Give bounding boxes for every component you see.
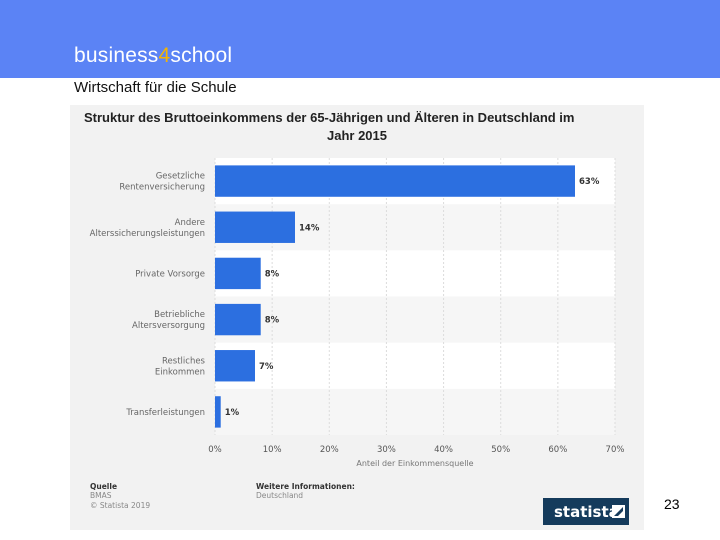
category-label: Andere [175,218,205,228]
slide-subtitle: Wirtschaft für die Schule [74,79,237,96]
bar [215,396,221,428]
bar-value-label: 8% [265,316,280,326]
x-tick-label: 0% [208,445,222,455]
info-text: Deutschland [256,491,303,500]
statista-logo-text: statista [554,503,619,521]
category-label: Altersversorgung [132,321,205,331]
bar [215,350,255,382]
bar-value-label: 1% [225,408,240,418]
bar-value-label: 14% [299,223,320,233]
page-number: 23 [664,496,680,512]
info-heading: Weitere Informationen: [256,482,355,491]
chart-title-line-2: Jahr 2015 [327,128,387,143]
x-tick-label: 40% [434,445,453,455]
category-label: Restliches [162,356,206,366]
chart-title-line-1: Struktur des Bruttoeinkommens der 65-Jäh… [84,110,574,125]
brand-digit: 4 [158,44,171,67]
brand-logo-text: business4school [74,44,232,68]
x-axis-label: Anteil der Einkommensquelle [356,459,473,468]
bar [215,211,295,243]
x-tick-label: 20% [320,445,339,455]
x-tick-label: 70% [606,445,625,455]
row-band [215,296,615,343]
bar [215,303,261,336]
category-label: Rentenversicherung [119,183,205,193]
row-band [215,388,615,435]
bar [215,165,575,197]
source-heading: Quelle [90,482,117,491]
x-tick-label: 10% [263,445,282,455]
category-label: Private Vorsorge [135,269,205,279]
brand-suffix: school [170,44,233,67]
source-text: BMAS [90,491,112,500]
chart-container: Struktur des Bruttoeinkommens der 65-Jäh… [70,105,644,530]
statista-logo-icon-mark [614,507,623,516]
x-tick-label: 30% [377,445,396,455]
bar-value-label: 63% [579,177,600,187]
bar-value-label: 8% [265,269,280,279]
bar-chart: Struktur des Bruttoeinkommens der 65-Jäh… [70,105,644,530]
category-label: Transferleistungen [125,408,205,418]
category-label: Einkommen [155,367,205,377]
category-label: Gesetzliche [156,172,205,182]
category-label: Betriebliche [154,310,205,320]
bar-value-label: 7% [259,362,274,372]
x-tick-label: 60% [548,445,567,455]
category-label: Alterssicherungsleistungen [90,229,205,239]
bar [215,257,261,290]
header-band [0,0,720,78]
x-tick-label: 50% [491,445,510,455]
source-text: © Statista 2019 [90,501,150,510]
brand-prefix: business [74,44,159,67]
